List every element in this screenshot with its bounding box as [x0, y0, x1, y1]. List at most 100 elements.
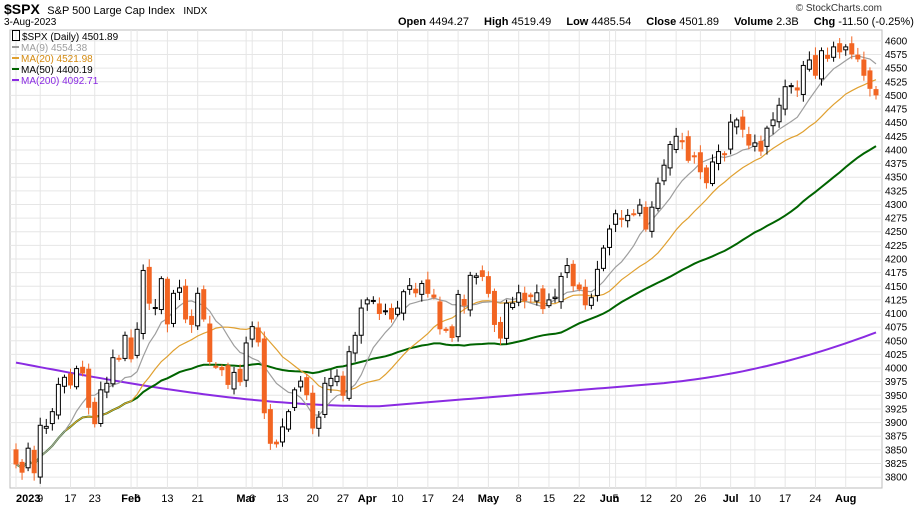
- y-tick-label: 4400: [885, 145, 908, 156]
- chart-header: $SPX S&P 500 Large Cap Index INDX: [4, 1, 207, 19]
- candle-body: [473, 275, 479, 278]
- line-icon: [12, 79, 19, 81]
- chg-value: -11.50 (-0.25%): [838, 16, 914, 28]
- candle-body: [467, 274, 473, 311]
- candle-body: [195, 292, 201, 327]
- candle-body: [788, 85, 794, 88]
- candle-icon: [12, 30, 20, 41]
- high-value: 4519.49: [511, 16, 552, 28]
- candle-body: [861, 59, 867, 76]
- candle-body: [625, 214, 631, 222]
- x-tick-label: Mar: [236, 493, 256, 505]
- candle-body: [340, 375, 346, 396]
- candle-body: [334, 375, 340, 383]
- candle-body: [110, 357, 116, 385]
- candle-body: [328, 377, 334, 387]
- x-tick-label: Jun: [600, 493, 620, 505]
- candle-body: [61, 376, 67, 387]
- candle-body: [800, 64, 806, 95]
- y-tick-label: 4525: [885, 77, 908, 88]
- candle-body: [286, 411, 292, 430]
- candle-body: [413, 288, 419, 294]
- candle-body: [86, 368, 92, 408]
- candle-body: [510, 302, 516, 309]
- y-tick-label: 4000: [885, 364, 908, 375]
- candle-body: [49, 411, 55, 425]
- candle-body: [709, 161, 715, 185]
- y-tick-label: 3975: [885, 377, 908, 388]
- legend-price: $SPX (Daily) 4501.89: [12, 30, 118, 43]
- candle-body: [304, 377, 310, 396]
- x-tick-label: Feb: [121, 493, 141, 505]
- candle-body: [201, 289, 207, 320]
- candle-body: [716, 151, 722, 164]
- candle-body: [92, 401, 98, 425]
- y-tick-label: 4050: [885, 336, 908, 347]
- ohlc-bar: Open 4494.27 High 4519.49 Low 4485.54 Cl…: [398, 16, 914, 28]
- candle-body: [558, 275, 564, 303]
- ma20-line: [15, 79, 877, 469]
- candle-body: [419, 283, 425, 295]
- y-tick-label: 4150: [885, 282, 908, 293]
- close-value: 4501.89: [679, 16, 720, 28]
- y-tick-label: 3850: [885, 445, 908, 456]
- candle-body: [298, 380, 304, 388]
- candle-body: [697, 152, 703, 173]
- y-tick-label: 4600: [885, 36, 908, 47]
- candle-body: [855, 54, 861, 60]
- candle-body: [758, 140, 764, 152]
- candle-body: [370, 299, 376, 302]
- legend-ma9: MA(9) 4554.38: [12, 43, 118, 54]
- candle-body: [752, 142, 758, 147]
- candle-body: [425, 279, 431, 294]
- candle-body: [703, 167, 709, 184]
- candle-body: [873, 89, 879, 96]
- ma50-series: [15, 145, 877, 470]
- candle-body: [43, 425, 49, 429]
- candle-body: [104, 382, 110, 393]
- candle-body: [13, 449, 19, 465]
- symbol: $SPX: [4, 1, 40, 17]
- x-tick-label: 17: [779, 493, 791, 505]
- ma200-series: [15, 331, 877, 408]
- candle-body: [128, 337, 134, 360]
- candle-body: [631, 213, 637, 216]
- candle-body: [528, 294, 534, 298]
- candle-body: [734, 119, 740, 128]
- candle-body: [867, 70, 873, 89]
- ma200-line: [15, 331, 877, 408]
- symbol-description: S&P 500 Large Cap Index: [47, 5, 175, 17]
- candle-body: [849, 43, 855, 55]
- candles: [13, 36, 879, 484]
- candle-body: [122, 334, 128, 359]
- y-tick-label: 3800: [885, 473, 908, 484]
- x-tick-label: Aug: [835, 493, 856, 505]
- x-tick-label: 6: [249, 493, 255, 505]
- legend-ma9-label: MA(9) 4554.38: [21, 43, 88, 54]
- candle-body: [461, 298, 467, 306]
- candle-body: [273, 441, 279, 445]
- candle-body: [685, 136, 691, 161]
- close-label: Close: [646, 16, 677, 28]
- open-value: 4494.27: [429, 16, 469, 28]
- low-value: 4485.54: [591, 16, 632, 28]
- candle-body: [152, 307, 158, 310]
- candle-body: [600, 247, 606, 269]
- candle-body: [794, 87, 800, 91]
- x-tick-label: 27: [337, 493, 349, 505]
- candle-body: [576, 284, 582, 290]
- candle-body: [673, 135, 679, 150]
- candle-body: [55, 383, 61, 416]
- y-tick-label: 4175: [885, 268, 908, 279]
- y-tick-label: 4475: [885, 105, 908, 116]
- candle-body: [376, 303, 382, 315]
- candle-body: [728, 121, 734, 150]
- candle-body: [818, 50, 824, 80]
- candle-body: [588, 297, 594, 306]
- y-tick-label: 4300: [885, 200, 908, 211]
- candle-body: [691, 155, 697, 158]
- candle-body: [316, 416, 322, 429]
- candle-body: [292, 389, 298, 408]
- candle-body: [770, 119, 776, 127]
